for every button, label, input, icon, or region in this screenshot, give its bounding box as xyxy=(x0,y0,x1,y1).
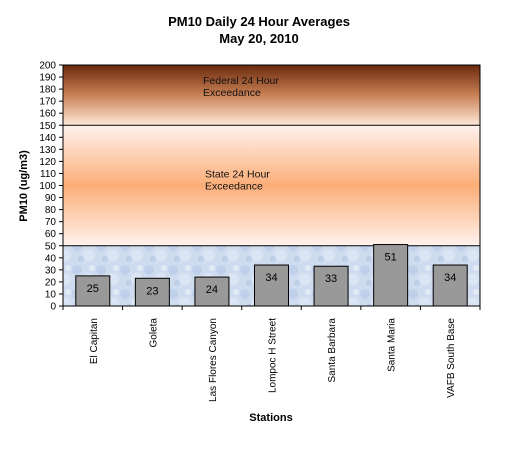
y-tick-label: 200 xyxy=(39,61,56,72)
bar-value-label: 51 xyxy=(385,252,397,264)
y-tick-label: 0 xyxy=(50,302,56,313)
y-axis: 0 102030405060708090100110120130140150160… xyxy=(39,61,63,313)
y-tick-label: 130 xyxy=(39,145,56,156)
bar-value-label: 34 xyxy=(444,272,456,284)
y-tick-label: 180 xyxy=(39,85,56,96)
x-tick-label: Santa Barbara xyxy=(327,318,338,383)
x-tick-label: VAFB South Base xyxy=(446,318,457,398)
y-tick-label: 160 xyxy=(39,109,56,120)
federal-band-label-line2: Exceedance xyxy=(203,87,261,99)
y-tick-label: 120 xyxy=(39,157,56,168)
y-tick-label: 150 xyxy=(39,121,56,132)
x-axis-title: Stations xyxy=(249,412,292,424)
x-axis: El Capitan Goleta Las Flores Canyon Lompoc … xyxy=(62,306,481,402)
chart-subtitle: May 20, 2010 xyxy=(219,31,299,46)
bar xyxy=(75,275,111,307)
bars-group: 25 23 24 34 33 51 34 xyxy=(75,244,468,307)
y-tick-label: 10 xyxy=(45,289,57,300)
federal-exceedance-band xyxy=(63,65,480,126)
state-band-label: State 24 Hour xyxy=(205,168,270,180)
bar xyxy=(254,264,289,307)
bar xyxy=(373,244,409,307)
y-tick-label: 30 xyxy=(45,265,57,276)
bar xyxy=(313,265,349,307)
y-tick-label: 70 xyxy=(45,217,57,228)
y-tick-label: 190 xyxy=(39,73,56,84)
x-tick-label: Lompoc H Street xyxy=(268,318,279,393)
y-tick-label: 170 xyxy=(39,97,56,108)
y-tick-label: 40 xyxy=(45,253,57,264)
y-tick-label: 90 xyxy=(45,193,57,204)
y-axis-title: PM10 (ug/m3) xyxy=(18,150,30,222)
bar xyxy=(134,277,170,307)
bar-value-label: 33 xyxy=(325,273,337,285)
bar-value-label: 23 xyxy=(146,285,158,297)
state-band-label-line2: Exceedance xyxy=(205,180,263,192)
x-tick-label: Santa Maria xyxy=(387,318,398,372)
bar-value-label: 34 xyxy=(265,272,277,284)
bar-value-label: 25 xyxy=(87,283,99,295)
y-tick-label: 100 xyxy=(39,181,56,192)
state-exceedance-band xyxy=(63,125,480,246)
x-tick-label: El Capitan xyxy=(89,318,100,364)
y-tick-label: 50 xyxy=(45,241,57,252)
chart-title: PM10 Daily 24 Hour Averages xyxy=(168,14,350,29)
y-tick-label: 80 xyxy=(45,205,57,216)
bar-value-label: 24 xyxy=(206,284,218,296)
y-tick-label: 140 xyxy=(39,133,56,144)
y-tick-label: 60 xyxy=(45,229,57,240)
x-tick-label: Goleta xyxy=(148,318,159,348)
federal-band-label: Federal 24 Hour xyxy=(203,75,279,87)
y-tick-label: 20 xyxy=(45,277,57,288)
y-tick-label: 110 xyxy=(40,169,56,180)
x-tick-label: Las Flores Canyon xyxy=(208,318,219,402)
